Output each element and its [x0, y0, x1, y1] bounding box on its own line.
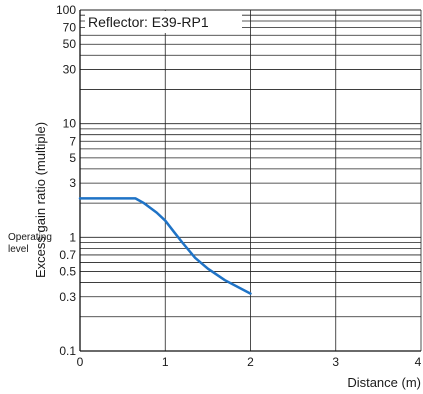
y-tick-label: 3: [69, 176, 76, 190]
y-axis-label: Excess gain ratio (multiple): [33, 122, 48, 278]
chart-title: Reflector: E39-RP1: [88, 14, 209, 30]
series-line: [78, 197, 252, 295]
y-tick-label: 50: [63, 37, 77, 51]
y-tick-label: 70: [63, 21, 77, 35]
y-tick-label: 0.5: [59, 265, 76, 279]
y-tick-label: 100: [56, 3, 76, 17]
title-box: [85, 11, 242, 33]
operating-level-line-1: Operating: [8, 232, 52, 243]
operating-level-label: Operating level: [8, 232, 55, 255]
x-tick-label: 0: [77, 355, 84, 369]
y-tick-label: 7: [69, 134, 76, 148]
operating-level-line-2: level: [8, 244, 29, 255]
x-tick-label: 4: [415, 355, 422, 369]
grid: [79, 9, 422, 352]
y-tick-label: 10: [63, 117, 77, 131]
y-tick-label: 0.7: [59, 248, 76, 262]
x-tick-label: 3: [332, 355, 339, 369]
x-axis-label: Distance (m): [347, 375, 421, 390]
x-tick-label: 1: [162, 355, 169, 369]
y-tick-label: 0.3: [59, 290, 76, 304]
x-tick-label: 2: [247, 355, 254, 369]
y-tick-label: 30: [63, 62, 77, 76]
y-tick-label: 5: [69, 151, 76, 165]
y-tick-label: 1: [69, 230, 76, 244]
y-tick-label: 0.1: [59, 344, 76, 358]
x-tick-labels: 0 1 2 3 4: [77, 355, 422, 369]
y-tick-labels: 0.1 0.3 0.5 0.7 1 3 5 7 10 30 50 70 100: [56, 3, 76, 358]
